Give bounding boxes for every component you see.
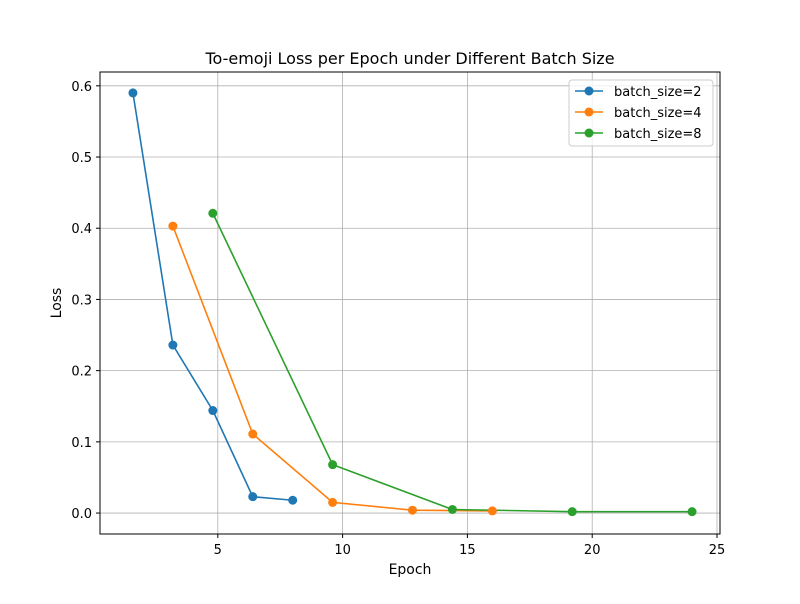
chart-title: To-emoji Loss per Epoch under Different …: [204, 49, 614, 68]
data-point: [687, 507, 697, 517]
y-axis-ticks: 0.0 0.1 0.2 0.3 0.4 0.5 0.6: [71, 80, 100, 522]
y-tick-label: 0.1: [71, 436, 92, 451]
y-tick-label: 0.4: [71, 222, 92, 237]
legend: batch_size=2 batch_size=4 batch_size=8: [568, 79, 714, 147]
data-point: [567, 507, 577, 517]
legend-label: batch_size=8: [614, 127, 702, 142]
legend-label: batch_size=2: [614, 85, 702, 100]
y-tick-label: 0.0: [71, 507, 92, 522]
x-axis-ticks: 5 10 15 20 25: [214, 534, 726, 558]
data-point: [248, 429, 258, 439]
x-tick-label: 10: [334, 543, 351, 558]
plot-frame: [99, 71, 721, 535]
legend-label: batch_size=4: [614, 106, 702, 121]
legend-box: [568, 79, 714, 147]
data-point: [168, 340, 178, 350]
data-point: [328, 460, 338, 470]
data-point: [168, 221, 178, 231]
y-axis-label: Loss: [49, 288, 65, 319]
series-points: [128, 88, 697, 517]
legend-marker: [584, 128, 594, 138]
data-point: [288, 495, 298, 505]
data-point: [447, 505, 457, 515]
data-point: [208, 208, 218, 218]
y-tick-label: 0.5: [71, 151, 92, 166]
x-tick-label: 20: [584, 543, 601, 558]
data-point: [328, 497, 338, 507]
y-tick-label: 0.3: [71, 293, 92, 308]
data-point: [208, 406, 218, 416]
grid: [100, 72, 720, 534]
y-tick-label: 0.2: [71, 365, 92, 380]
legend-marker: [584, 86, 594, 96]
data-point: [487, 506, 497, 516]
x-axis-label: Epoch: [389, 562, 432, 578]
y-tick-label: 0.6: [71, 80, 92, 95]
legend-marker: [584, 107, 594, 117]
data-point: [407, 505, 417, 515]
data-point: [128, 88, 138, 98]
x-tick-label: 5: [214, 543, 222, 558]
x-tick-label: 25: [709, 543, 726, 558]
x-tick-label: 15: [459, 543, 476, 558]
data-point: [248, 492, 258, 502]
